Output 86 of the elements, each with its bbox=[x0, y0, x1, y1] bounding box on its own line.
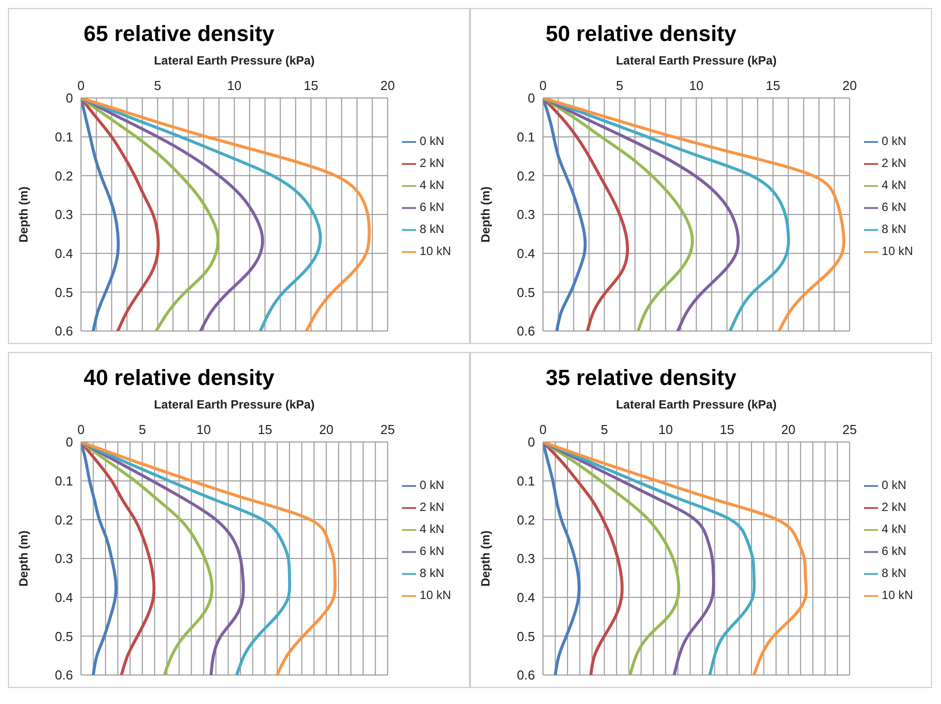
y-tick-label: 0 bbox=[528, 434, 535, 450]
legend-label: 2 kN bbox=[882, 500, 906, 514]
legend-label: 2 kN bbox=[420, 500, 444, 514]
x-tick-label: 20 bbox=[842, 78, 857, 93]
y-tick-label: 0.6 bbox=[516, 668, 535, 683]
y-tick-label: 0.3 bbox=[516, 207, 535, 222]
y-tick-label: 0.3 bbox=[54, 551, 73, 566]
legend-label: 4 kN bbox=[420, 522, 444, 536]
x-axis-title: Lateral Earth Pressure (kPa) bbox=[616, 54, 777, 68]
legend-label: 0 kN bbox=[882, 134, 906, 148]
chart-title: 35 relative density bbox=[544, 364, 738, 392]
x-tick-label: 25 bbox=[380, 422, 395, 437]
y-tick-label: 0.2 bbox=[54, 168, 73, 184]
y-tick-label: 0.5 bbox=[516, 284, 535, 300]
legend-label: 2 kN bbox=[882, 156, 906, 170]
y-tick-label: 0.1 bbox=[54, 129, 73, 144]
legend-label: 0 kN bbox=[420, 478, 444, 492]
x-tick-label: 15 bbox=[720, 422, 734, 437]
x-tick-label: 20 bbox=[380, 78, 395, 93]
x-axis-title: Lateral Earth Pressure (kPa) bbox=[154, 54, 315, 68]
x-tick-label: 5 bbox=[600, 422, 608, 437]
y-tick-label: 0.4 bbox=[516, 246, 535, 261]
y-tick-label: 0.1 bbox=[516, 129, 535, 144]
chart-title: 65 relative density bbox=[82, 20, 276, 48]
legend-label: 8 kN bbox=[882, 566, 906, 580]
y-tick-label: 0 bbox=[66, 434, 73, 450]
chart-title: 50 relative density bbox=[544, 20, 738, 48]
y-tick-label: 0.4 bbox=[54, 246, 73, 261]
legend-label: 6 kN bbox=[420, 200, 444, 214]
legend-label: 0 kN bbox=[420, 134, 444, 148]
y-tick-label: 0.5 bbox=[516, 628, 535, 644]
y-tick-label: 0.6 bbox=[516, 324, 535, 339]
y-tick-label: 0.3 bbox=[516, 551, 535, 566]
legend-label: 6 kN bbox=[882, 544, 906, 558]
x-tick-label: 15 bbox=[304, 78, 318, 93]
x-tick-label: 0 bbox=[539, 422, 547, 437]
y-tick-label: 0.4 bbox=[54, 590, 73, 605]
legend-label: 8 kN bbox=[420, 222, 444, 236]
x-tick-label: 15 bbox=[766, 78, 780, 93]
legend-label: 8 kN bbox=[882, 222, 906, 236]
legend-label: 0 kN bbox=[882, 478, 906, 492]
y-tick-label: 0.5 bbox=[54, 628, 73, 644]
legend-label: 10 kN bbox=[420, 244, 451, 258]
legend-label: 4 kN bbox=[882, 522, 906, 536]
x-tick-label: 0 bbox=[77, 422, 85, 437]
y-axis-title: Depth (m) bbox=[16, 186, 30, 242]
y-axis-title: Depth (m) bbox=[478, 186, 492, 242]
legend-label: 10 kN bbox=[882, 244, 913, 258]
x-tick-label: 5 bbox=[138, 422, 146, 437]
legend-label: 6 kN bbox=[882, 200, 906, 214]
y-tick-label: 0 bbox=[528, 90, 535, 106]
x-tick-label: 15 bbox=[258, 422, 272, 437]
y-tick-label: 0.1 bbox=[54, 473, 73, 488]
x-tick-label: 10 bbox=[227, 78, 242, 93]
y-tick-label: 0.3 bbox=[54, 207, 73, 222]
x-tick-label: 20 bbox=[319, 422, 334, 437]
legend-label: 10 kN bbox=[882, 588, 913, 602]
legend-label: 4 kN bbox=[882, 178, 906, 192]
legend-label: 2 kN bbox=[420, 156, 444, 170]
x-tick-label: 25 bbox=[842, 422, 857, 437]
y-tick-label: 0 bbox=[66, 90, 73, 106]
y-axis-title: Depth (m) bbox=[478, 530, 492, 586]
x-tick-label: 20 bbox=[781, 422, 796, 437]
legend-label: 10 kN bbox=[420, 588, 451, 602]
x-tick-label: 5 bbox=[616, 78, 624, 93]
y-tick-label: 0.6 bbox=[54, 324, 73, 339]
legend-label: 6 kN bbox=[420, 544, 444, 558]
x-axis-title: Lateral Earth Pressure (kPa) bbox=[154, 398, 315, 412]
x-tick-label: 10 bbox=[689, 78, 704, 93]
x-tick-label: 10 bbox=[196, 422, 211, 437]
y-tick-label: 0.5 bbox=[54, 284, 73, 300]
y-axis-title: Depth (m) bbox=[16, 530, 30, 586]
legend-label: 4 kN bbox=[420, 178, 444, 192]
legend-label: 8 kN bbox=[420, 566, 444, 580]
y-tick-label: 0.2 bbox=[516, 168, 535, 184]
y-tick-label: 0.6 bbox=[54, 668, 73, 683]
y-tick-label: 0.1 bbox=[516, 473, 535, 488]
x-tick-label: 0 bbox=[77, 78, 85, 93]
chart-title: 40 relative density bbox=[82, 364, 276, 392]
x-axis-title: Lateral Earth Pressure (kPa) bbox=[616, 398, 777, 412]
x-tick-label: 0 bbox=[539, 78, 547, 93]
x-tick-label: 10 bbox=[658, 422, 673, 437]
y-tick-label: 0.2 bbox=[516, 512, 535, 528]
y-tick-label: 0.2 bbox=[54, 512, 73, 528]
x-tick-label: 5 bbox=[154, 78, 162, 93]
y-tick-label: 0.4 bbox=[516, 590, 535, 605]
